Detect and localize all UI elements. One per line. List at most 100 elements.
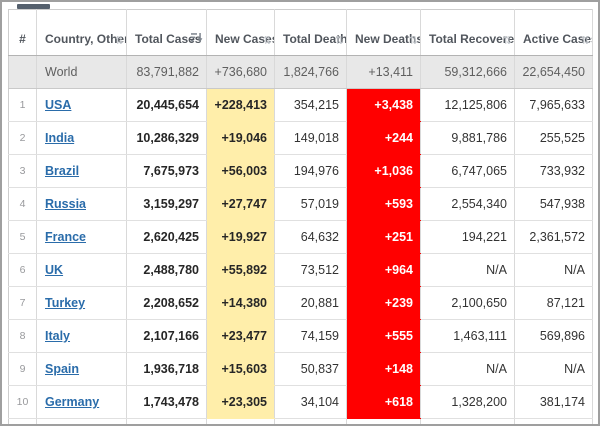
column-header-label: Country, Other	[45, 32, 127, 46]
cell-new_deaths: +964	[346, 253, 421, 287]
table-body: World 83,791,882 +736,680 1,824,766 +13,411 5…	[8, 55, 593, 424]
cell-total_recovered: N/A	[420, 253, 515, 287]
cell-active_cases: 7,965,633	[514, 88, 593, 122]
cell-empty	[274, 418, 347, 424]
column-header-label: Active Cases	[523, 32, 593, 46]
cell-total_recovered: 6,747,065	[420, 154, 515, 188]
cell-empty	[8, 418, 37, 424]
cell-new_cases: +14,380	[206, 286, 275, 320]
cell-new_cases: +15,603	[206, 352, 275, 386]
cell-new_cases: +228,413	[206, 88, 275, 122]
country-row: 3 Brazil 7,675,973 +56,003 194,976 +1,036 6,74…	[8, 154, 593, 188]
country-row: 6 UK 2,488,780 +55,892 73,512 +964 N/A N/A	[8, 253, 593, 287]
cell-total_deaths: 50,837	[274, 352, 347, 386]
cell-total_deaths: 20,881	[274, 286, 347, 320]
country-link[interactable]: USA	[45, 98, 72, 112]
cell-rank: 1	[8, 88, 37, 122]
cell-total_recovered: 2,100,650	[420, 286, 515, 320]
sort-updown-icon: ⇅	[262, 34, 272, 47]
country-link[interactable]: Turkey	[45, 296, 86, 310]
cell-total_cases: 10,286,329	[126, 121, 207, 155]
country-row: 7 Turkey 2,208,652 +14,380 20,881 +239 2,100,6…	[8, 286, 593, 320]
cell-total_cases: 1,936,718	[126, 352, 207, 386]
sort-updown-icon: ⇅	[580, 34, 590, 47]
cell-new_cases: +19,046	[206, 121, 275, 155]
sort-desc-icon	[191, 32, 203, 45]
column-header-label: New Cases	[215, 32, 275, 46]
country-link[interactable]: Italy	[45, 329, 71, 343]
column-header-new_cases[interactable]: New Cases ⇅	[206, 9, 275, 56]
column-header-rank: #	[8, 9, 37, 56]
world-row: World 83,791,882 +736,680 1,824,766 +13,411 5…	[8, 55, 593, 89]
cell-total_cases: 7,675,973	[126, 154, 207, 188]
cell-new_deaths: +239	[346, 286, 421, 320]
cell-new_deaths: +13,411	[346, 55, 421, 89]
cell-total_recovered: N/A	[420, 352, 515, 386]
cell-rank: 2	[8, 121, 37, 155]
cell-rank: 6	[8, 253, 37, 287]
cell-country: India	[36, 121, 127, 155]
cell-new_deaths: +593	[346, 187, 421, 221]
cell-total_cases: 2,107,166	[126, 319, 207, 353]
scrollbar-fragment[interactable]	[17, 4, 50, 9]
cell-new_deaths: +3,438	[346, 88, 421, 122]
cell-total_recovered: 1,328,200	[420, 385, 515, 419]
cell-country: USA	[36, 88, 127, 122]
cell-country: Turkey	[36, 286, 127, 320]
cell-new_cases: +23,305	[206, 385, 275, 419]
cell-rank: 3	[8, 154, 37, 188]
cell-country: Italy	[36, 319, 127, 353]
cell-country: Germany	[36, 385, 127, 419]
cell-country: Brazil	[36, 154, 127, 188]
cell-empty	[36, 418, 127, 424]
country-link[interactable]: Brazil	[45, 164, 80, 178]
cell-rank	[8, 55, 37, 89]
country-link[interactable]: India	[45, 131, 75, 145]
cell-new_deaths: +1,036	[346, 154, 421, 188]
country-link[interactable]: Spain	[45, 362, 80, 376]
country-row: 4 Russia 3,159,297 +27,747 57,019 +593 2,554,3…	[8, 187, 593, 221]
cell-active_cases: 87,121	[514, 286, 593, 320]
country-link[interactable]: Russia	[45, 197, 86, 211]
cell-new_deaths: +148	[346, 352, 421, 386]
cell-rank: 4	[8, 187, 37, 221]
cell-new_deaths: +618	[346, 385, 421, 419]
column-header-active_cases[interactable]: Active Cases ⇅	[514, 9, 593, 56]
cell-active_cases: 255,525	[514, 121, 593, 155]
sort-updown-icon: ⇅	[114, 34, 124, 47]
cell-total_recovered: 59,312,666	[420, 55, 515, 89]
column-header-total_deaths[interactable]: Total Deaths⇅	[274, 9, 347, 56]
cell-total_cases: 20,445,654	[126, 88, 207, 122]
cell-empty	[346, 418, 421, 424]
column-header-new_deaths[interactable]: New Deaths ⇅	[346, 9, 421, 56]
cell-rank: 8	[8, 319, 37, 353]
cell-total_deaths: 149,018	[274, 121, 347, 155]
column-header-total_recovered[interactable]: Total Recovered ⇅	[420, 9, 515, 56]
cell-new_cases: +56,003	[206, 154, 275, 188]
cell-country: World	[36, 55, 127, 89]
cell-total_deaths: 194,976	[274, 154, 347, 188]
country-row: 5 France 2,620,425 +19,927 64,632 +251 194,221…	[8, 220, 593, 254]
cell-total_recovered: 1,463,111	[420, 319, 515, 353]
country-link[interactable]: Germany	[45, 395, 100, 409]
column-header-country[interactable]: Country, Other ⇅	[36, 9, 127, 56]
cell-total_cases: 2,208,652	[126, 286, 207, 320]
country-row: 10 Germany 1,743,478 +23,305 34,104 +618 1,328…	[8, 385, 593, 419]
partial-next-row	[8, 418, 593, 424]
country-link[interactable]: UK	[45, 263, 64, 277]
cell-total_cases: 3,159,297	[126, 187, 207, 221]
cell-empty	[126, 418, 207, 424]
country-link[interactable]: France	[45, 230, 86, 244]
cell-new_deaths: +251	[346, 220, 421, 254]
cell-total_cases: 1,743,478	[126, 385, 207, 419]
column-header-label: #	[19, 32, 26, 46]
cell-new_cases: +27,747	[206, 187, 275, 221]
column-header-label: Total Cases	[135, 32, 202, 46]
cell-country: UK	[36, 253, 127, 287]
column-header-total_cases[interactable]: Total Cases	[126, 9, 207, 56]
cell-rank: 5	[8, 220, 37, 254]
cell-new_deaths: +244	[346, 121, 421, 155]
cell-total_cases: 83,791,882	[126, 55, 207, 89]
cell-total_deaths: 57,019	[274, 187, 347, 221]
